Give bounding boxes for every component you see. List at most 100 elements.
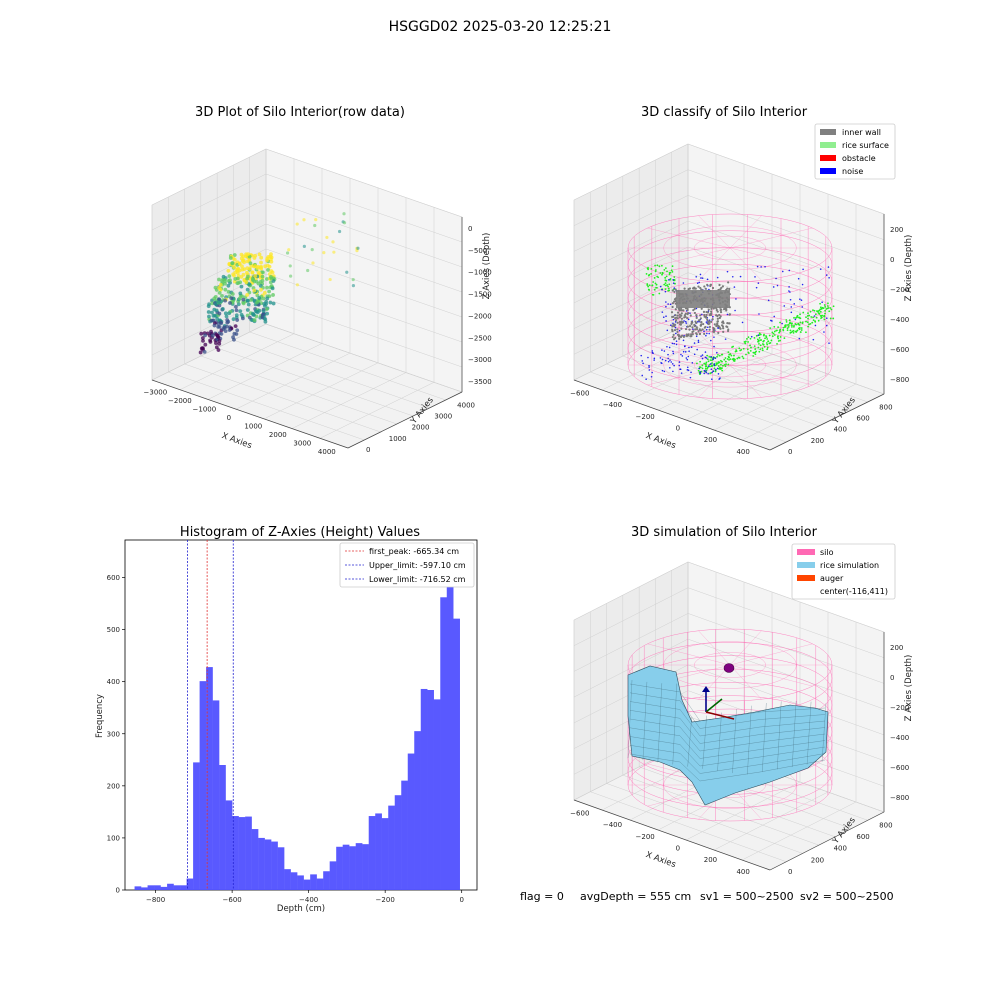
inner-wall-point [671,335,674,339]
z-tick-label: −200 [890,704,909,712]
inner-wall-point [697,330,700,333]
floor-grid-line [291,372,407,429]
histogram-bar [388,805,395,890]
inner-wall-point [706,318,709,321]
y-tick-label: 800 [879,403,892,411]
noise-point [640,354,643,357]
raw-point [217,285,222,290]
rice-surface-point [668,273,671,276]
classify-axis-ticks: −600 −400 −200 0 200 400 0 200 400 600 800 200 0 −200… [570,226,909,456]
inner-wall-point [680,309,683,312]
histogram-bar [147,885,155,890]
rice-surface-point [661,271,664,274]
rice-surface-point [714,370,717,373]
noise-point [773,315,776,318]
rice-surface-point [758,332,761,335]
noise-point [705,328,708,331]
raw-point [265,285,269,290]
z-tick-label: 0 [890,674,894,682]
z-tick-label: −400 [890,734,909,742]
rice-surface-point [832,317,835,320]
silo-spoke [729,215,762,249]
floor-grid-line [590,371,787,443]
raw-point [214,308,219,313]
rice-surface-point [830,308,833,311]
inner-wall-point [718,327,722,330]
y-tick-label: 600 [856,414,869,422]
noise-point [705,334,707,337]
noise-point [666,345,668,348]
inner-wall-point [699,314,702,317]
raw-point [232,257,237,262]
rice-surface-point [718,354,721,357]
rice-surface-point [669,271,672,274]
noise-point [790,306,793,308]
rice-surface-point [789,321,791,324]
histogram-bar [225,800,233,890]
raw-point [295,283,300,287]
rice-surface-point [778,331,780,334]
noise-point [661,311,664,313]
inner-wall-point [713,327,716,330]
rice-surface-point [779,330,781,333]
raw-point [234,308,239,313]
raw-point [245,298,250,303]
legend-upper-limit: Upper_limit: -597.10 cm [369,561,466,570]
inner-wall-point [726,287,729,290]
inner-wall-point [689,314,692,317]
noise-point [665,301,667,303]
z-tick-label: −1000 [468,269,492,277]
auger-axis-y [705,698,723,713]
raw-point [342,212,346,216]
raw-point [262,290,267,295]
noise-point [715,368,717,371]
z-tick-label: −800 [890,794,909,802]
noise-point [690,346,693,348]
rice-surface-point [666,284,669,286]
raw-point [245,308,250,312]
rice-surface-point [723,363,726,366]
rice-surface-point [812,316,814,319]
inner-wall-point [676,333,680,336]
noise-point [789,298,792,301]
noise-point [680,353,682,356]
inner-wall-point [678,335,681,338]
histogram-bar [297,875,304,890]
histogram-title: Histogram of Z-Axies (Height) Values [180,525,420,540]
noise-point [705,371,708,374]
inner-wall-point [722,327,725,330]
rice-surface-point [745,337,748,340]
raw-point [211,318,216,323]
noise-point [788,269,791,272]
inner-wall-point [703,332,706,335]
rice-surface-point [701,367,704,370]
inner-wall-point [728,287,731,291]
z-tick-label: −2500 [468,334,492,342]
histogram-bar [290,872,298,890]
rice-surface-point [706,358,709,361]
rice-surface-point [742,347,745,350]
rice-surface-point [776,336,779,338]
raw-point [226,268,231,273]
rice-surface-point [664,279,667,282]
noise-point [707,365,710,367]
histogram-bar [310,874,317,890]
raw-xlabel: X Axies [220,431,253,451]
inner-wall-point [672,323,675,326]
z-tick-label: −500 [468,247,487,255]
rice-mesh-line [791,700,797,767]
histogram-bar [199,681,207,890]
inner-wall-point [685,334,688,338]
histogram-bar [342,844,350,890]
inner-wall-point [711,318,714,321]
noise-point [802,268,804,271]
raw-point [211,313,216,318]
rice-mesh-line [629,701,826,737]
raw-point [217,290,222,295]
noise-point [667,357,669,360]
rice-surface-point [775,329,778,332]
legend-center: center(-116,411) [820,587,888,596]
rice-surface-point [708,356,711,358]
noise-point [788,286,790,288]
rice-surface-point [749,344,751,347]
